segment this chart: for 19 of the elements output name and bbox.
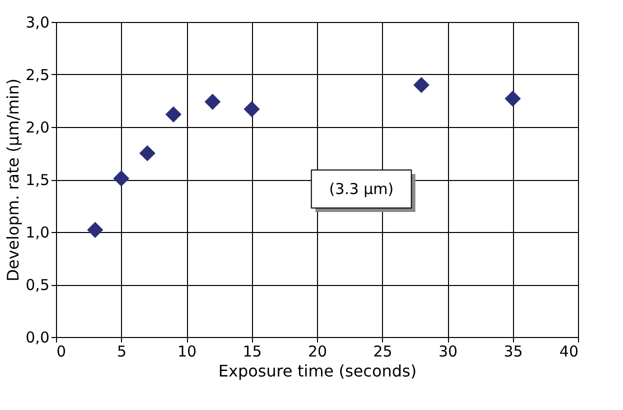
y-tick-label: 0,0 xyxy=(26,328,50,346)
y-tick-label: 1,0 xyxy=(26,224,50,242)
x-tick-label: 25 xyxy=(373,342,392,360)
x-tick-label: 30 xyxy=(438,342,458,360)
annotation: (3.3 µm) xyxy=(329,180,394,198)
x-tick-label: 15 xyxy=(242,342,262,360)
x-tick-label: 40 xyxy=(559,342,578,360)
x-tick-label: 35 xyxy=(504,342,523,360)
y-tick-label: 3,0 xyxy=(26,14,50,32)
y-tick-label: 1,5 xyxy=(26,171,50,189)
y-axis-title: Developm. rate (µm/min) xyxy=(4,78,23,282)
x-tick-label: 20 xyxy=(308,342,328,360)
y-tick-label: 2,0 xyxy=(26,118,50,136)
y-tick-label: 2,5 xyxy=(26,66,50,84)
x-tick-label: 5 xyxy=(116,342,127,360)
x-tick-label: 0 xyxy=(56,342,66,360)
x-axis-title: Exposure time (seconds) xyxy=(218,362,417,380)
y-tick-label: 0,5 xyxy=(26,276,50,294)
x-tick-label: 10 xyxy=(177,342,197,360)
